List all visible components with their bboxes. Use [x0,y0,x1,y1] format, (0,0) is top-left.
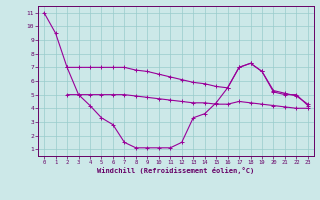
X-axis label: Windchill (Refroidissement éolien,°C): Windchill (Refroidissement éolien,°C) [97,167,255,174]
